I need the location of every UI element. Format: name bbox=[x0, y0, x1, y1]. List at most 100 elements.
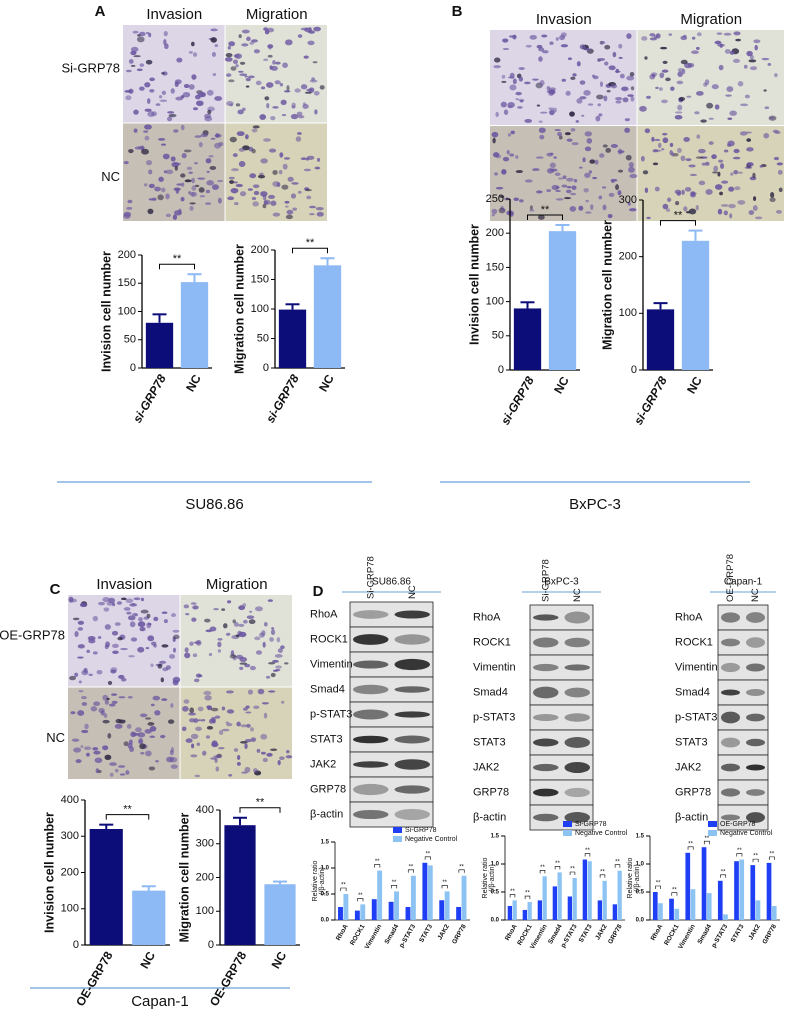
cell-stain bbox=[129, 746, 135, 753]
cell-stain bbox=[191, 41, 195, 47]
y-axis-label: Relative ratio bbox=[482, 857, 489, 898]
cell-stain bbox=[531, 168, 540, 171]
bar bbox=[394, 891, 399, 920]
cell-stain bbox=[259, 172, 264, 176]
cell-stain bbox=[615, 184, 620, 191]
cell-stain bbox=[218, 730, 224, 736]
significance-label: ** bbox=[656, 881, 661, 887]
cell-stain bbox=[754, 216, 763, 220]
cell-stain bbox=[566, 186, 572, 189]
cell-stain bbox=[117, 636, 123, 641]
cell-stain bbox=[238, 34, 242, 39]
cell-stain bbox=[501, 74, 506, 79]
cell-stain bbox=[137, 646, 145, 653]
cell-stain bbox=[307, 40, 315, 46]
cell-stain bbox=[237, 109, 244, 115]
cell-stain bbox=[78, 680, 82, 684]
y-tick-label: 0.5 bbox=[321, 892, 330, 898]
cell-stain bbox=[676, 80, 684, 85]
protein-label: STAT3 bbox=[310, 733, 343, 745]
cell-stain bbox=[608, 65, 616, 71]
bar bbox=[264, 884, 296, 945]
cell-stain bbox=[705, 188, 713, 195]
significance-bracket bbox=[407, 869, 414, 873]
cell-stain bbox=[773, 156, 780, 161]
cell-stain bbox=[194, 135, 202, 138]
cell-stain bbox=[161, 90, 167, 95]
cell-stain bbox=[150, 663, 154, 667]
bar bbox=[766, 862, 772, 920]
x-tick-label: GRP78 bbox=[761, 923, 778, 945]
significance-bracket bbox=[524, 895, 531, 900]
cell-stain bbox=[109, 772, 114, 777]
cell-stain bbox=[491, 208, 498, 215]
cell-stain bbox=[279, 82, 284, 87]
significance-label: ** bbox=[341, 883, 346, 889]
significance-label: ** bbox=[753, 854, 758, 860]
cell-stain bbox=[529, 34, 537, 40]
blot-band bbox=[353, 709, 389, 720]
cell-stain bbox=[254, 636, 261, 641]
cell-stain bbox=[246, 615, 255, 619]
legend-label: Negative Control bbox=[720, 830, 773, 837]
cell-stain bbox=[532, 78, 539, 81]
cell-stain bbox=[249, 41, 255, 45]
cell-stain bbox=[280, 99, 287, 105]
cell-stain bbox=[146, 622, 152, 629]
cell-stain bbox=[723, 210, 728, 216]
cell-stain bbox=[279, 756, 285, 760]
y-axis-label: Migration cell number bbox=[600, 220, 614, 350]
cell-stain bbox=[238, 161, 246, 167]
cell-stain bbox=[749, 66, 758, 71]
cell-stain bbox=[238, 623, 245, 627]
cell-stain bbox=[689, 173, 697, 177]
cell-stain bbox=[128, 148, 134, 154]
cell-stain bbox=[139, 743, 146, 750]
bar bbox=[410, 875, 416, 920]
significance-label: ** bbox=[442, 880, 447, 886]
cell-stain bbox=[108, 597, 116, 604]
cell-stain bbox=[264, 622, 268, 627]
x-tick-label: OE-GRP78 bbox=[73, 949, 116, 1009]
cell-stain bbox=[240, 724, 248, 728]
cell-stain bbox=[744, 166, 753, 169]
cell-stain bbox=[517, 106, 523, 109]
cell-stain bbox=[211, 52, 216, 57]
cell-stain bbox=[596, 94, 604, 100]
y-tick-label: 50 bbox=[257, 332, 269, 344]
cell-stain bbox=[267, 599, 273, 602]
cell-stain bbox=[249, 173, 257, 179]
cell-stain bbox=[235, 183, 243, 188]
cell-stain bbox=[264, 29, 270, 35]
bar bbox=[552, 886, 557, 920]
cell-stain bbox=[649, 33, 656, 37]
cell-stain bbox=[174, 79, 182, 85]
cell-stain bbox=[253, 190, 260, 196]
cell-stain bbox=[272, 169, 278, 176]
protein-label: Smad4 bbox=[675, 686, 710, 698]
cell-stain bbox=[569, 111, 575, 117]
significance-label: ** bbox=[392, 880, 397, 886]
cell-stain bbox=[706, 102, 714, 109]
cell-stain bbox=[206, 170, 210, 173]
cell-stain bbox=[252, 768, 258, 773]
cell-stain bbox=[221, 728, 230, 732]
protein-label: Vimentin bbox=[473, 661, 516, 673]
cell-stain bbox=[316, 211, 324, 217]
cell-stain bbox=[263, 712, 268, 719]
cell-stain bbox=[90, 706, 98, 712]
cell-stain bbox=[146, 98, 151, 104]
cell-stain bbox=[221, 706, 226, 711]
blot-band bbox=[746, 764, 765, 771]
cell-stain bbox=[232, 153, 238, 158]
cell-stain bbox=[291, 182, 299, 185]
cell-stain bbox=[541, 34, 548, 38]
significance-label: ** bbox=[375, 859, 380, 865]
cell-stain bbox=[127, 695, 133, 699]
cell-stain bbox=[536, 104, 541, 107]
cell-stain bbox=[189, 718, 196, 723]
cell-stain bbox=[218, 141, 224, 147]
cell-stain bbox=[603, 95, 608, 102]
blot-band bbox=[746, 789, 765, 796]
cell-stain bbox=[120, 647, 128, 651]
